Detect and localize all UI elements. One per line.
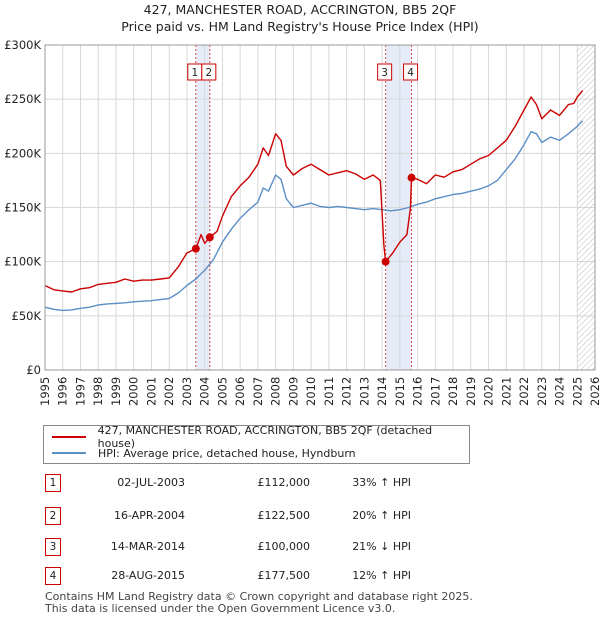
y-tick-label: £300K [4, 38, 41, 52]
x-tick-label: 2019 [464, 377, 478, 406]
x-tick-label: 2006 [233, 377, 247, 406]
transaction-point [205, 233, 214, 242]
x-tick-label: 2018 [446, 377, 460, 406]
transaction-marker-label: 1 [191, 67, 198, 79]
x-tick-label: 2013 [357, 377, 371, 406]
hpi-line [44, 120, 584, 312]
legend-swatch-property [52, 436, 86, 438]
x-tick-label: 2002 [162, 377, 176, 406]
footer-copyright: Contains HM Land Registry data © Crown c… [45, 590, 473, 603]
table-row: 1 02-JUL-2003 £112,000 33% ↑ HPI [45, 474, 585, 492]
transaction-point [381, 257, 390, 266]
table-row: 4 28-AUG-2015 £177,500 12% ↑ HPI [45, 567, 585, 585]
legend-swatch-hpi [52, 452, 86, 454]
transaction-number: 1 [45, 474, 61, 492]
transaction-number: 2 [45, 507, 61, 525]
x-tick-label: 2025 [570, 377, 584, 406]
transaction-marker-label: 2 [205, 67, 212, 79]
x-tick-label: 1996 [56, 377, 70, 406]
transaction-marker-box [403, 63, 419, 81]
transaction-marker-label: 4 [407, 67, 414, 79]
transaction-number: 3 [45, 538, 61, 556]
transaction-point [191, 244, 200, 253]
x-tick-label: 2021 [499, 377, 513, 406]
x-tick-label: 2024 [553, 377, 567, 406]
y-tick-label: £50K [12, 309, 42, 323]
x-tick-label: 2005 [215, 377, 229, 406]
transaction-marker-box [377, 63, 393, 81]
x-tick-label: 2020 [482, 377, 496, 406]
x-tick-label: 2001 [144, 377, 158, 406]
x-tick-label: 1998 [91, 377, 105, 406]
legend-label-property: 427, MANCHESTER ROAD, ACCRINGTON, BB5 2Q… [97, 424, 433, 450]
legend: 427, MANCHESTER ROAD, ACCRINGTON, BB5 2Q… [43, 424, 470, 464]
y-tick-label: £100K [4, 255, 41, 269]
transaction-date: 16-APR-2004 [113, 509, 185, 522]
transaction-point [407, 173, 416, 182]
x-tick-label: 2016 [411, 377, 425, 406]
legend-item-hpi: HPI: Average price, detached house, Hynd… [52, 446, 356, 460]
x-tick-label: 2008 [269, 377, 283, 406]
transaction-hpi: 33% ↑ HPI [352, 476, 411, 489]
chart-subtitle: Price paid vs. HM Land Registry's House … [121, 19, 479, 34]
transaction-date: 28-AUG-2015 [111, 569, 185, 582]
x-tick-label: 2010 [304, 377, 318, 406]
forecast-hatch [577, 45, 595, 370]
x-tick-label: 2011 [322, 377, 336, 406]
transaction-price: £112,000 [257, 476, 311, 489]
transaction-price: £177,500 [257, 569, 311, 582]
transaction-hpi: 12% ↑ HPI [352, 569, 411, 582]
x-tick-label: 1995 [38, 377, 52, 406]
table-row: 2 16-APR-2004 £122,500 20% ↑ HPI [45, 507, 585, 525]
legend-label-hpi: HPI: Average price, detached house, Hynd… [98, 446, 356, 460]
transaction-number: 4 [45, 567, 61, 585]
table-row: 3 14-MAR-2014 £100,000 21% ↓ HPI [45, 538, 585, 556]
transaction-marker-label: 3 [381, 67, 388, 79]
transaction-hpi: 21% ↓ HPI [352, 540, 411, 553]
x-tick-label: 2009 [286, 377, 300, 406]
chart-title: 427, MANCHESTER ROAD, ACCRINGTON, BB5 2Q… [143, 2, 457, 17]
transaction-hpi: 20% ↑ HPI [352, 509, 411, 522]
x-tick-label: 2003 [180, 377, 194, 406]
plot-frame [44, 44, 596, 371]
x-tick-label: 2017 [428, 377, 442, 406]
x-tick-label: 1997 [73, 377, 87, 406]
x-tick-label: 2022 [517, 377, 531, 406]
y-tick-label: £250K [4, 92, 41, 106]
x-tick-label: 2012 [340, 377, 354, 406]
footer-licence: This data is licensed under the Open Gov… [45, 602, 396, 615]
y-tick-label: £150K [4, 201, 41, 215]
transaction-date: 14-MAR-2014 [110, 540, 185, 553]
y-tick-label: £0 [26, 363, 41, 377]
x-tick-label: 2000 [127, 377, 141, 406]
transaction-price: £100,000 [257, 540, 311, 553]
x-tick-label: 1999 [109, 377, 123, 406]
x-tick-label: 2004 [198, 377, 212, 406]
transaction-date: 02-JUL-2003 [117, 476, 185, 489]
transaction-price: £122,500 [257, 509, 311, 522]
x-tick-label: 2015 [393, 377, 407, 406]
x-tick-label: 2014 [375, 377, 389, 406]
legend-item-property: 427, MANCHESTER ROAD, ACCRINGTON, BB5 2Q… [52, 424, 469, 450]
x-tick-label: 2026 [588, 377, 600, 406]
x-tick-label: 2007 [251, 377, 265, 406]
transaction-marker-box [201, 63, 217, 81]
x-tick-label: 2023 [535, 377, 549, 406]
property-price-line [44, 90, 584, 293]
y-tick-label: £200K [4, 146, 41, 160]
